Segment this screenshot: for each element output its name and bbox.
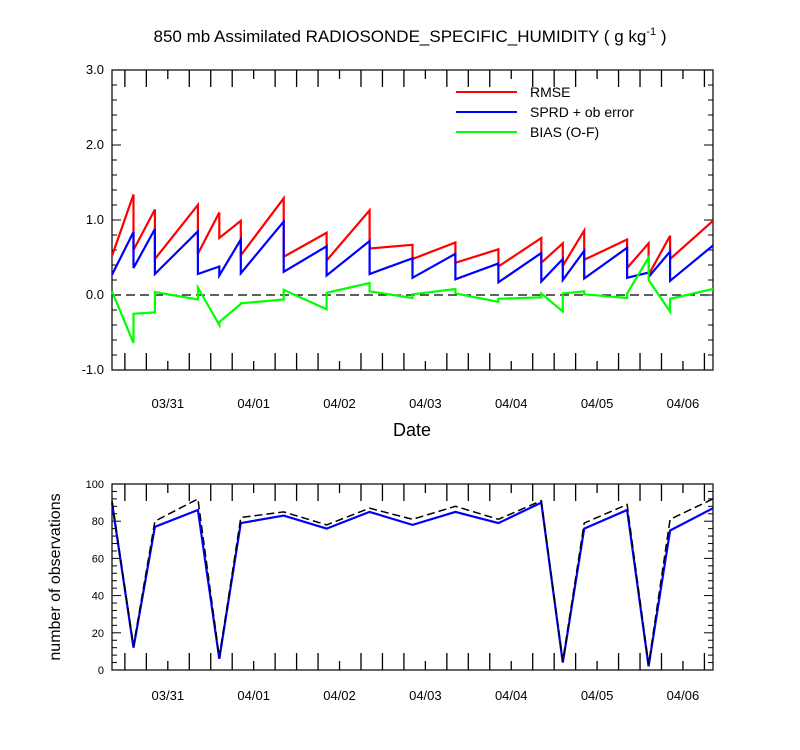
legend-label: SPRD + ob error <box>530 104 634 120</box>
y-tick-label: 60 <box>92 553 104 565</box>
series-line-dashed <box>111 497 714 665</box>
x-tick-label: 04/01 <box>237 688 270 703</box>
y-tick-label: 2.0 <box>86 137 104 152</box>
x-tick-label: 04/04 <box>495 396 528 411</box>
y-tick-label: 0.0 <box>86 287 104 302</box>
y-axis-label: number of observations <box>47 493 64 660</box>
x-tick-label: 03/31 <box>152 396 185 411</box>
series-line-bias-o-f <box>110 253 714 344</box>
y-tick-label: -1.0 <box>82 362 104 377</box>
y-tick-label: 100 <box>86 479 104 491</box>
chart-title: 850 mb Assimilated RADIOSONDE_SPECIFIC_H… <box>154 26 667 46</box>
y-tick-label: 0 <box>98 665 104 677</box>
x-tick-label: 04/02 <box>323 688 356 703</box>
x-tick-label: 04/04 <box>495 688 528 703</box>
y-tick-label: 20 <box>92 628 104 640</box>
x-tick-label: 04/01 <box>237 396 270 411</box>
x-tick-label: 04/03 <box>409 396 442 411</box>
x-tick-label: 03/31 <box>152 688 185 703</box>
legend-label: RMSE <box>530 84 570 100</box>
bottom-panel: 0 20 40 60 80 100 03/31 04/01 04/02 04/03 04/04 04/… <box>86 479 714 703</box>
x-tick-label: 04/02 <box>323 396 356 411</box>
y-tick-label: 80 <box>92 516 104 528</box>
legend-label: BIAS (O-F) <box>530 124 599 140</box>
series-line-sprd-ob-error <box>111 218 714 285</box>
x-tick-label: 04/05 <box>581 688 614 703</box>
x-tick-label: 04/05 <box>581 396 614 411</box>
top-panel: -1.0 0.0 1.0 2.0 3.0 03/31 04/01 04/02 04/03 04/0… <box>82 62 714 411</box>
x-tick-label: 04/03 <box>409 688 442 703</box>
y-tick-label: 40 <box>92 591 104 603</box>
y-tick-label: 3.0 <box>86 62 104 77</box>
x-tick-label: 04/06 <box>667 688 700 703</box>
x-axis-label: Date <box>393 420 431 440</box>
x-tick-label: 04/06 <box>667 396 700 411</box>
y-tick-label: 1.0 <box>86 212 104 227</box>
plot-frame <box>111 483 714 671</box>
